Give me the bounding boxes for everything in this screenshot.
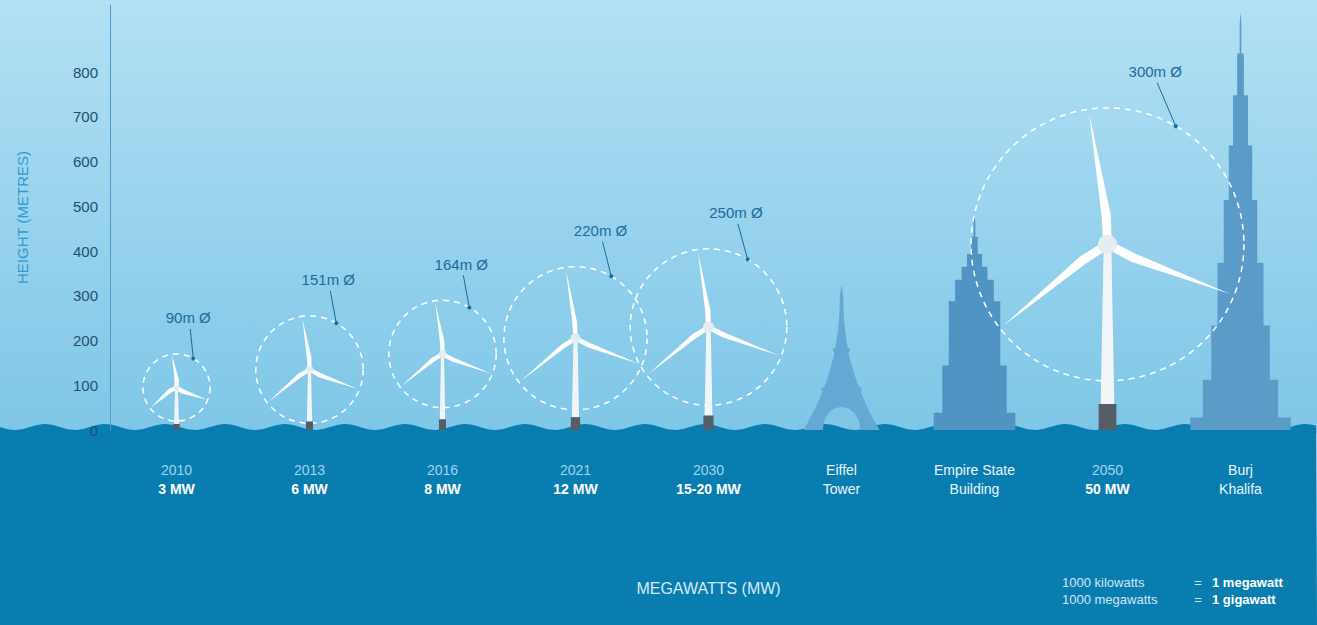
svg-text:2013: 2013 xyxy=(294,462,325,478)
svg-text:90m Ø: 90m Ø xyxy=(166,309,211,326)
svg-text:=: = xyxy=(1194,575,1202,590)
svg-text:800: 800 xyxy=(73,64,98,81)
svg-text:Empire State: Empire State xyxy=(934,462,1015,478)
svg-text:100: 100 xyxy=(73,377,98,394)
svg-text:400: 400 xyxy=(73,243,98,260)
svg-text:1 megawatt: 1 megawatt xyxy=(1212,575,1283,590)
svg-text:1 gigawatt: 1 gigawatt xyxy=(1212,592,1276,607)
svg-text:1000 megawatts: 1000 megawatts xyxy=(1062,592,1158,607)
svg-text:500: 500 xyxy=(73,198,98,215)
svg-text:0: 0 xyxy=(90,422,98,439)
svg-text:600: 600 xyxy=(73,153,98,170)
svg-text:HEIGHT (METRES): HEIGHT (METRES) xyxy=(14,151,31,284)
svg-text:151m Ø: 151m Ø xyxy=(302,271,356,288)
svg-text:2050: 2050 xyxy=(1092,462,1123,478)
svg-text:2030: 2030 xyxy=(693,462,724,478)
svg-text:300: 300 xyxy=(73,287,98,304)
svg-text:3 MW: 3 MW xyxy=(158,481,195,497)
svg-text:8 MW: 8 MW xyxy=(424,481,461,497)
svg-text:15-20 MW: 15-20 MW xyxy=(676,481,741,497)
svg-text:2016: 2016 xyxy=(427,462,458,478)
svg-text:250m Ø: 250m Ø xyxy=(709,204,763,221)
svg-text:2021: 2021 xyxy=(560,462,591,478)
svg-text:12 MW: 12 MW xyxy=(553,481,598,497)
svg-text:Building: Building xyxy=(950,481,1000,497)
svg-text:6 MW: 6 MW xyxy=(291,481,328,497)
svg-text:50 MW: 50 MW xyxy=(1085,481,1130,497)
svg-text:200: 200 xyxy=(73,332,98,349)
svg-text:700: 700 xyxy=(73,108,98,125)
svg-text:220m Ø: 220m Ø xyxy=(574,222,628,239)
svg-text:Eiffel: Eiffel xyxy=(826,462,857,478)
svg-text:2010: 2010 xyxy=(161,462,192,478)
svg-text:=: = xyxy=(1194,592,1202,607)
svg-text:MEGAWATTS (MW): MEGAWATTS (MW) xyxy=(636,580,780,597)
svg-text:Tower: Tower xyxy=(823,481,861,497)
svg-text:300m Ø: 300m Ø xyxy=(1129,63,1183,80)
svg-text:1000 kilowatts: 1000 kilowatts xyxy=(1062,575,1145,590)
svg-text:Burj: Burj xyxy=(1228,462,1253,478)
svg-text:164m Ø: 164m Ø xyxy=(435,256,489,273)
svg-text:Khalifa: Khalifa xyxy=(1219,481,1262,497)
